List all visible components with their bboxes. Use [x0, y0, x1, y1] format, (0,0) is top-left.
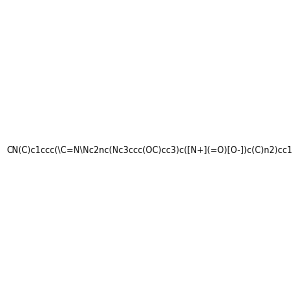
Text: CN(C)c1ccc(\C=N\Nc2nc(Nc3ccc(OC)cc3)c([N+](=O)[O-])c(C)n2)cc1: CN(C)c1ccc(\C=N\Nc2nc(Nc3ccc(OC)cc3)c([N… — [7, 146, 293, 154]
